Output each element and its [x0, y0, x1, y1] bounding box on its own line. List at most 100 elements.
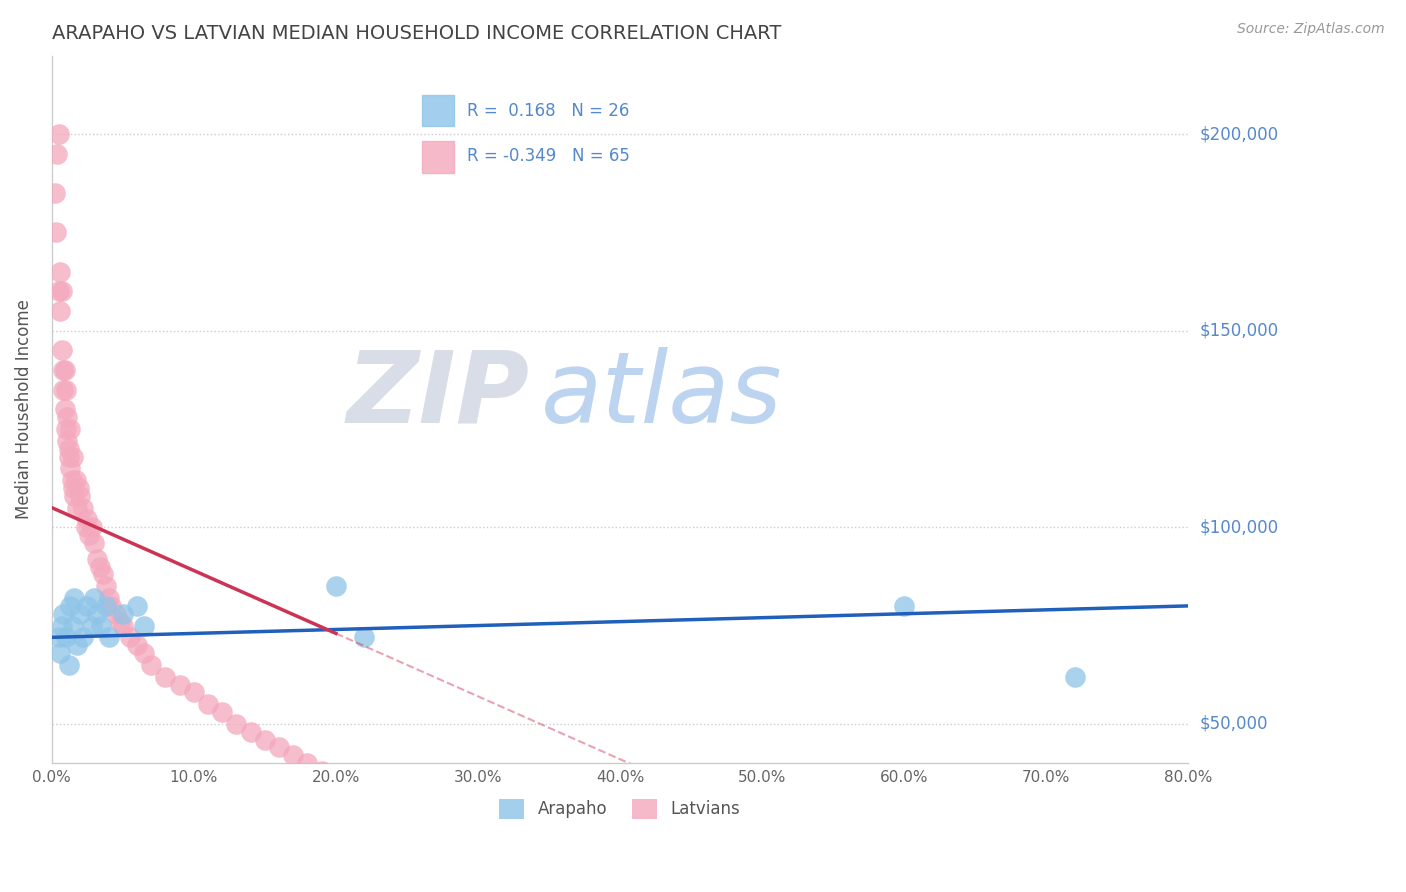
Point — [283, 748, 305, 763]
Point — [49, 265, 72, 279]
Point — [59, 422, 82, 436]
Point — [83, 536, 105, 550]
Point — [80, 618, 103, 632]
Point — [63, 591, 86, 605]
Point — [211, 705, 233, 719]
Point — [381, 803, 404, 817]
Point — [253, 732, 276, 747]
Point — [325, 772, 347, 786]
Point — [311, 764, 333, 778]
Point — [325, 579, 347, 593]
Point — [55, 422, 77, 436]
Text: $200,000: $200,000 — [1199, 125, 1278, 144]
Text: $150,000: $150,000 — [1199, 322, 1278, 340]
Point — [97, 591, 120, 605]
Point — [72, 500, 94, 515]
Point — [94, 579, 117, 593]
Point — [52, 363, 75, 377]
Point — [90, 618, 112, 632]
Point — [94, 599, 117, 613]
Point — [51, 285, 73, 299]
Point — [59, 461, 82, 475]
Point — [80, 520, 103, 534]
Point — [51, 343, 73, 358]
Point — [118, 631, 141, 645]
Point — [66, 500, 89, 515]
Point — [239, 724, 262, 739]
Point — [49, 646, 72, 660]
Point — [132, 646, 155, 660]
Point — [76, 599, 98, 613]
Point — [66, 638, 89, 652]
Point — [46, 146, 69, 161]
Point — [169, 677, 191, 691]
Point — [91, 567, 114, 582]
Point — [86, 551, 108, 566]
Point — [267, 740, 290, 755]
Point — [108, 615, 131, 629]
Point — [72, 631, 94, 645]
Point — [62, 450, 84, 464]
Text: $50,000: $50,000 — [1199, 714, 1268, 733]
Text: ZIP: ZIP — [346, 347, 529, 443]
Point — [89, 559, 111, 574]
Point — [52, 607, 75, 621]
Text: ARAPAHO VS LATVIAN MEDIAN HOUSEHOLD INCOME CORRELATION CHART: ARAPAHO VS LATVIAN MEDIAN HOUSEHOLD INCO… — [52, 24, 782, 43]
Point — [45, 226, 67, 240]
Point — [353, 631, 375, 645]
Y-axis label: Median Household Income: Median Household Income — [15, 300, 32, 519]
Point — [56, 434, 79, 448]
Point — [56, 410, 79, 425]
Point — [58, 657, 80, 672]
Text: Source: ZipAtlas.com: Source: ZipAtlas.com — [1237, 22, 1385, 37]
Point — [197, 697, 219, 711]
Point — [97, 631, 120, 645]
Point — [132, 618, 155, 632]
Point — [55, 383, 77, 397]
Point — [48, 631, 70, 645]
Point — [83, 591, 105, 605]
Text: $100,000: $100,000 — [1199, 518, 1278, 536]
Point — [111, 618, 134, 632]
Point — [58, 442, 80, 456]
Point — [60, 473, 83, 487]
Point — [297, 756, 319, 771]
Point — [48, 127, 70, 141]
Point — [53, 402, 76, 417]
Point — [141, 657, 163, 672]
Point — [63, 489, 86, 503]
Text: atlas: atlas — [540, 347, 782, 443]
Point — [86, 607, 108, 621]
Point — [77, 528, 100, 542]
Legend: Arapaho, Latvians: Arapaho, Latvians — [494, 792, 747, 826]
Point — [76, 512, 98, 526]
Point — [49, 304, 72, 318]
Point — [48, 285, 70, 299]
Point — [100, 599, 122, 613]
Point — [155, 670, 177, 684]
Point — [58, 450, 80, 464]
Point — [51, 618, 73, 632]
Point — [183, 685, 205, 699]
Point — [67, 481, 90, 495]
Point — [44, 186, 66, 201]
Point — [125, 638, 148, 652]
Point — [104, 607, 127, 621]
Point — [339, 780, 361, 794]
Point — [65, 473, 87, 487]
Point — [69, 607, 91, 621]
Point — [62, 618, 84, 632]
Point — [53, 363, 76, 377]
Point — [353, 788, 375, 802]
Point — [52, 383, 75, 397]
Point — [125, 599, 148, 613]
Point — [69, 489, 91, 503]
Point — [1063, 670, 1085, 684]
Point — [367, 796, 389, 810]
Point — [111, 607, 134, 621]
Point — [59, 599, 82, 613]
Point — [893, 599, 915, 613]
Point — [225, 716, 247, 731]
Point — [75, 520, 97, 534]
Point — [55, 631, 77, 645]
